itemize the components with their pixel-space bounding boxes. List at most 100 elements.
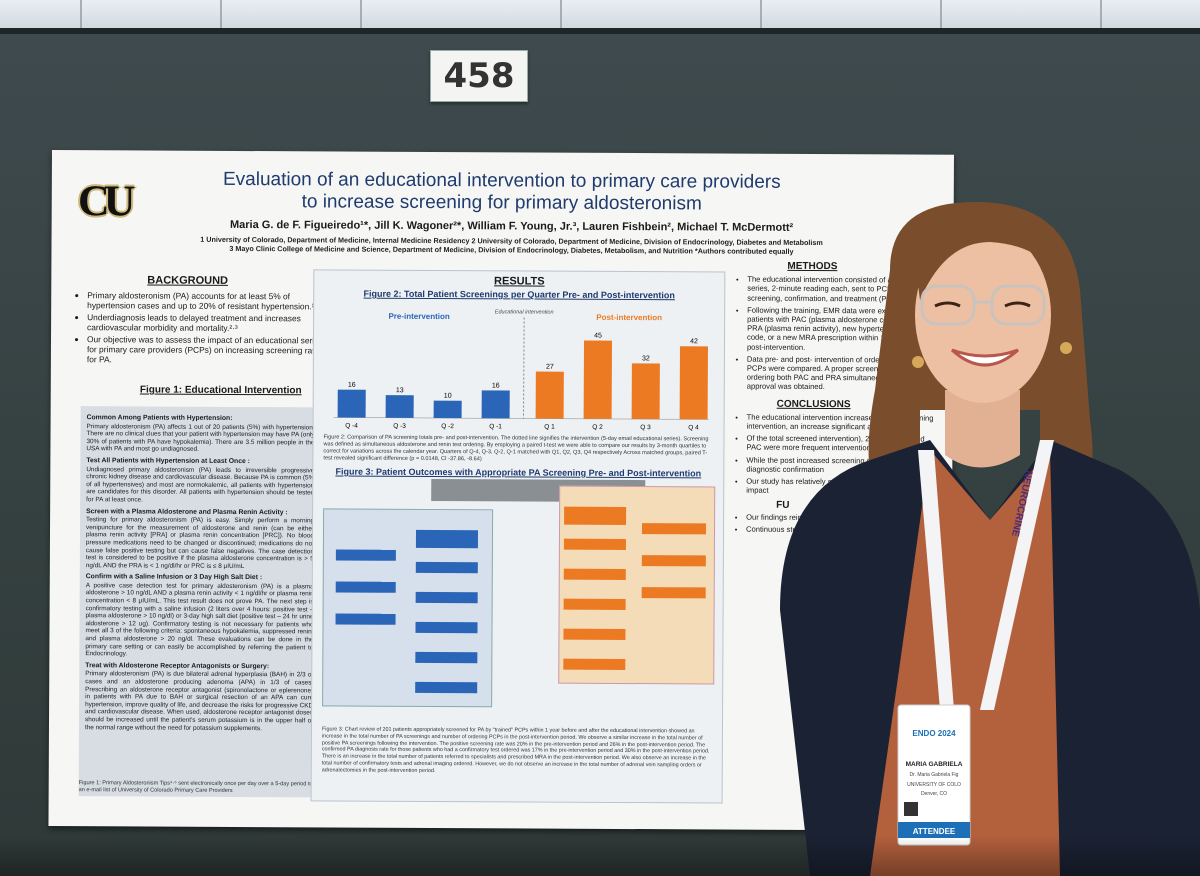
background-bullet: Underdiagnosis leads to delayed treatmen… xyxy=(87,312,325,333)
pre-step-box xyxy=(415,651,478,664)
badge-city: Denver, CO xyxy=(921,791,947,797)
bar-q2 xyxy=(583,340,613,419)
background-heading: BACKGROUND xyxy=(147,274,229,287)
x-tick-label: Q 1 xyxy=(544,424,555,431)
bar-value-label: 27 xyxy=(546,364,554,371)
post-step-box xyxy=(563,658,626,671)
post-intervention-panel xyxy=(558,485,716,685)
presenter: NEUROCRINE ENDO 2024 MARIA GABRIELA Dr. … xyxy=(780,201,1200,876)
tip-body: Primary aldosteronism (PA) affects 1 out… xyxy=(86,422,315,454)
tip-body: Primary aldosteronism (PA) is due bilate… xyxy=(84,670,314,732)
figure3-title: Figure 3: Patient Outcomes with Appropri… xyxy=(335,466,702,479)
badge-detail: Dr. Maria Gabriela Fig xyxy=(910,772,959,778)
bar-value-label: 16 xyxy=(348,382,356,389)
pre-panel-title xyxy=(324,513,492,514)
figure3-caption: Figure 3: Chart review of 201 patients a… xyxy=(321,726,710,774)
pre-side-box xyxy=(335,549,396,561)
badge-qr-code xyxy=(904,802,918,816)
x-tick-label: Q 3 xyxy=(640,424,651,431)
legend-pre-intervention: Pre-intervention xyxy=(388,312,450,321)
authors: Maria G. de F. Figueiredo¹*, Jill K. Wag… xyxy=(229,218,794,234)
badge-role: ATTENDEE xyxy=(913,827,956,836)
tip-body: Testing for primary aldosteronism (PA) i… xyxy=(85,516,315,570)
bar-value-label: 13 xyxy=(396,387,404,394)
booth-number: 458 xyxy=(430,50,528,102)
figure2-bar-chart: Pre-intervention Post-intervention Educa… xyxy=(333,309,709,431)
lanyard-right xyxy=(980,440,1054,710)
bar-q1 xyxy=(535,371,564,419)
neck xyxy=(945,390,1020,468)
tip-heading: Test All Patients with Hypertension at L… xyxy=(86,457,250,466)
bar-q-4 xyxy=(337,389,366,418)
figure1-note: Figure 1: Primary Aldosteronism Tips⁴·⁶ … xyxy=(78,780,313,794)
bar-value-label: 45 xyxy=(594,333,602,340)
background-bullet: Primary aldosteronism (PA) accounts for … xyxy=(87,290,325,311)
pre-step-box xyxy=(415,621,478,634)
badge-name: MARIA GABRIELA xyxy=(906,761,963,768)
post-top-box xyxy=(564,506,627,526)
post-step-box xyxy=(563,568,626,581)
badge-org: UNIVERSITY OF COLO xyxy=(907,782,961,788)
figure2-title: Figure 2: Total Patient Screenings per Q… xyxy=(363,288,675,301)
bar-q4 xyxy=(679,346,708,420)
pre-side-box xyxy=(335,613,396,625)
bar-q-3 xyxy=(385,395,414,418)
x-tick-label: Q -1 xyxy=(489,423,502,430)
pre-step-box xyxy=(415,561,478,574)
face xyxy=(915,227,1051,403)
x-tick-label: Q -2 xyxy=(441,423,454,430)
badge-event: ENDO 2024 xyxy=(912,729,956,738)
legend-post-intervention: Post-intervention xyxy=(596,313,662,322)
poster: CU Evaluation of an educational interven… xyxy=(48,150,954,831)
tip-body: A positive case detection test for prima… xyxy=(85,582,314,658)
background-bullet: Our objective was to assess the impact o… xyxy=(87,334,325,365)
board-frame xyxy=(0,28,1200,38)
pre-intervention-panel xyxy=(322,508,494,708)
lanyard-left xyxy=(918,450,954,710)
bar-value-label: 10 xyxy=(444,393,452,400)
figure2-caption: Figure 2: Comparison of PA screening tot… xyxy=(323,434,709,463)
figure1-tips: Common Among Patients with Hypertension:… xyxy=(78,406,321,798)
bar-value-label: 16 xyxy=(492,382,500,389)
bar-value-label: 42 xyxy=(690,338,698,345)
x-tick-label: Q 2 xyxy=(592,424,603,431)
post-side-box xyxy=(641,555,706,567)
post-side-box xyxy=(641,587,706,599)
post-step-box xyxy=(563,598,626,611)
glasses-right-lens xyxy=(990,284,1046,326)
x-tick-label: Q -3 xyxy=(393,423,406,430)
tip-body: Undiagnosed primary aldosteronism (PA) l… xyxy=(86,465,315,504)
post-step-box xyxy=(563,628,626,641)
flow-total-sub xyxy=(431,481,645,482)
smile xyxy=(950,348,1020,367)
floor-shadow xyxy=(0,836,1200,876)
pre-step-box xyxy=(415,681,478,694)
post-panel-title xyxy=(560,491,714,492)
earring-left xyxy=(912,356,924,368)
right-eye xyxy=(1004,301,1031,308)
pre-side-box xyxy=(335,581,396,593)
bar-q3 xyxy=(631,363,660,420)
pre-step-box xyxy=(415,591,478,604)
x-tick-label: Q 4 xyxy=(688,424,699,431)
x-tick-label: Q -4 xyxy=(345,423,358,430)
hair-front xyxy=(915,211,1060,300)
bar-value-label: 32 xyxy=(642,355,650,362)
earring-right xyxy=(1060,342,1072,354)
figure1-title: Figure 1: Educational Intervention xyxy=(139,384,302,397)
pre-top-box xyxy=(415,529,479,549)
tip-heading: Confirm with a Saline Infusion or 3 Day … xyxy=(85,573,263,582)
tip-heading: Treat with Aldosterone Receptor Antagoni… xyxy=(85,661,270,670)
results-panel: RESULTS Figure 2: Total Patient Screenin… xyxy=(310,269,726,804)
background-list: Primary aldosteronism (PA) accounts for … xyxy=(77,290,325,367)
intervention-annotation: Educational intervention xyxy=(495,309,554,315)
tip-heading: Common Among Patients with Hypertension: xyxy=(86,414,233,422)
results-heading: RESULTS xyxy=(494,275,545,288)
post-step-box xyxy=(563,538,626,551)
post-side-box xyxy=(641,523,707,535)
left-eye xyxy=(934,301,961,308)
bar-q-2 xyxy=(433,400,462,419)
tip-heading: Screen with a Plasma Aldosterone and Pla… xyxy=(86,507,288,516)
university-logo: CU xyxy=(77,175,130,225)
bar-q-1 xyxy=(481,390,510,419)
